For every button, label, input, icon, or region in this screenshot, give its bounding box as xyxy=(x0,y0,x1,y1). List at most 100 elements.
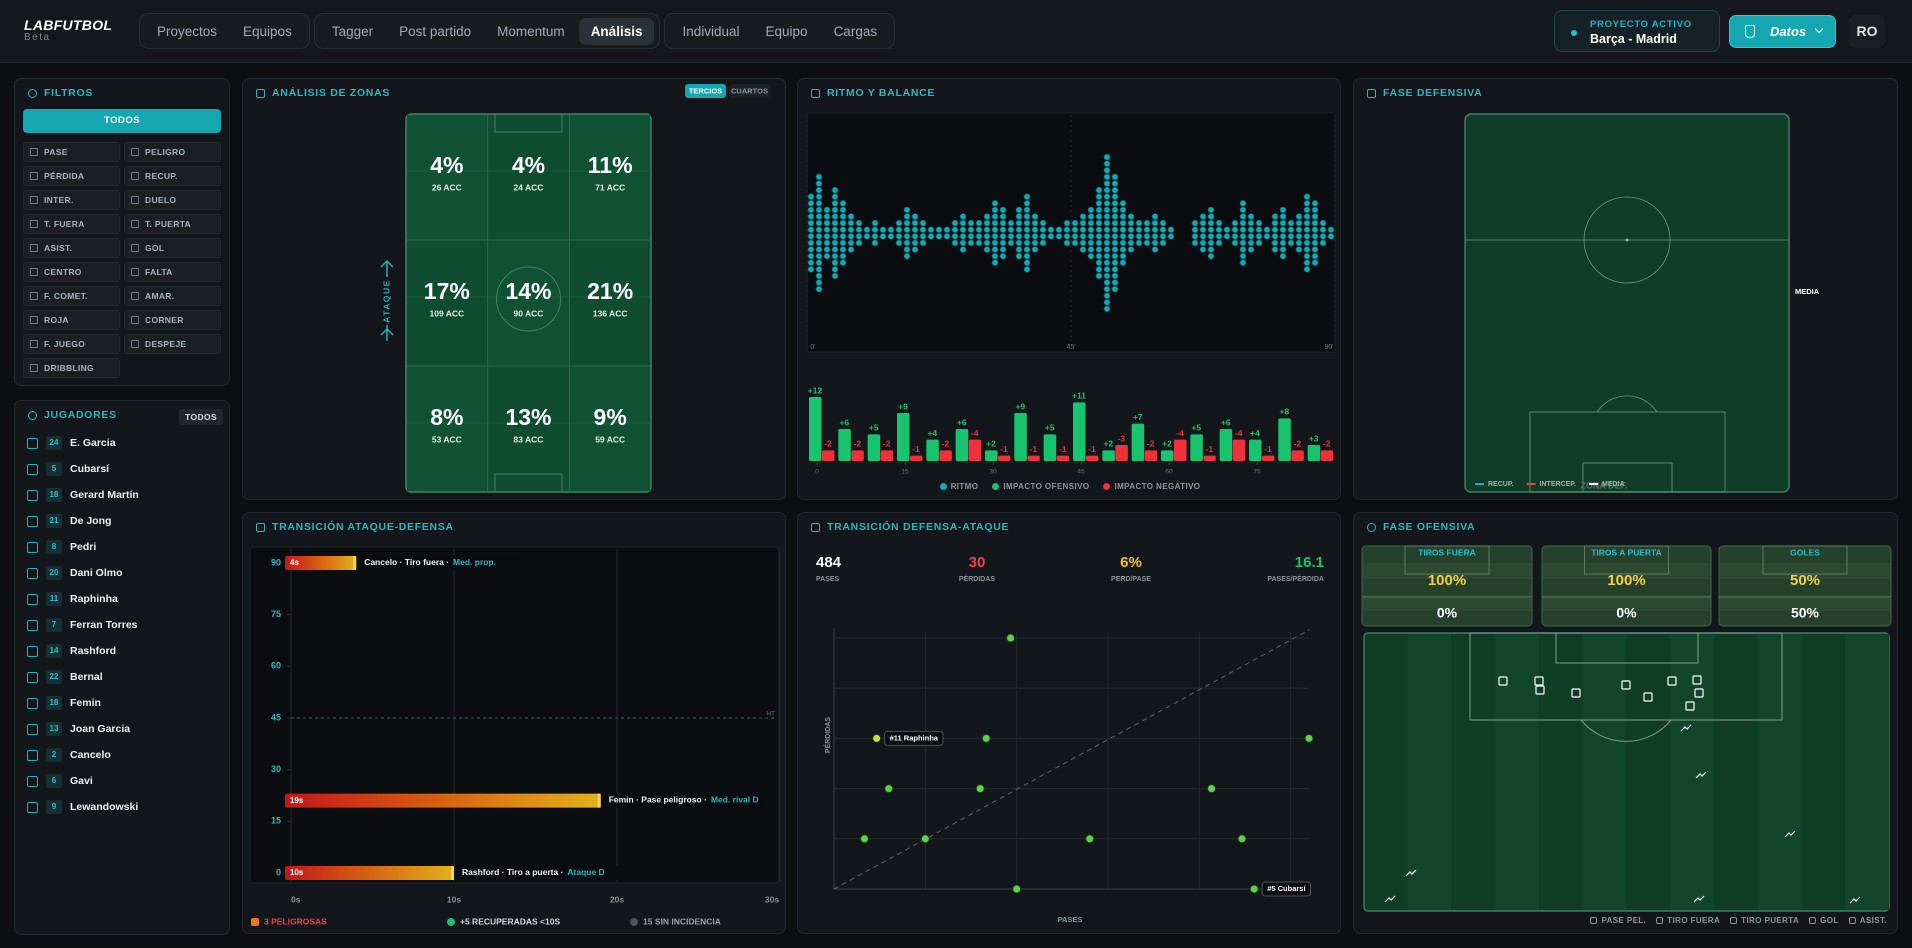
filter-chip[interactable]: DRIBBLING xyxy=(23,358,120,378)
filter-chip[interactable]: FALTA xyxy=(124,262,221,282)
checkbox[interactable] xyxy=(27,801,38,813)
nav-item[interactable]: Cargas xyxy=(833,23,878,39)
scatter-point[interactable] xyxy=(1006,633,1016,643)
filter-chip[interactable]: AMAR. xyxy=(124,286,221,306)
filter-chip[interactable]: T. FUERA xyxy=(23,214,120,234)
filter-chip[interactable]: DESPEJE xyxy=(124,334,221,354)
filter-chip[interactable]: F. JUEGO xyxy=(23,334,120,354)
nav-item[interactable]: Individual xyxy=(682,23,740,39)
player-row[interactable]: 13 Joan Garcia xyxy=(27,720,130,738)
player-row[interactable]: 14 Rashford xyxy=(27,642,116,660)
rhythm-column xyxy=(1231,219,1239,247)
rhythm-dot xyxy=(1047,226,1055,234)
checkbox[interactable] xyxy=(27,515,38,527)
scatter-point[interactable] xyxy=(1304,733,1314,743)
legend-item: TIRO FUERA xyxy=(1656,916,1720,925)
checkbox[interactable] xyxy=(27,593,38,605)
nav-item[interactable]: Equipo xyxy=(765,23,808,39)
player-row[interactable]: 24 E. Garcia xyxy=(27,434,116,452)
player-row[interactable]: 21 De Jong xyxy=(27,512,111,530)
player-name: De Jong xyxy=(70,515,112,527)
half-label: HT xyxy=(766,711,775,718)
rhythm-dot xyxy=(1271,226,1279,234)
rhythm-dot xyxy=(1215,219,1223,227)
filter-chip[interactable]: CORNER xyxy=(124,310,221,330)
rhythm-dot xyxy=(1103,279,1111,286)
checkbox[interactable] xyxy=(27,671,38,683)
player-row[interactable]: 5 Cubarsí xyxy=(27,460,109,478)
checkbox[interactable] xyxy=(27,619,38,631)
legend-swatch xyxy=(1103,483,1111,490)
player-row[interactable]: 6 Gavi xyxy=(27,772,93,790)
checkbox[interactable] xyxy=(27,567,38,579)
filter-chip[interactable]: ROJA xyxy=(23,310,120,330)
nav-item[interactable]: Proyectos xyxy=(157,23,218,39)
nav-item[interactable]: Momentum xyxy=(497,23,565,39)
filter-chip[interactable]: CENTRO xyxy=(23,262,120,282)
nav-item[interactable]: Tagger xyxy=(331,23,374,39)
tab[interactable] xyxy=(729,84,770,98)
player-row[interactable]: 8 Pedri xyxy=(27,538,96,556)
checkbox[interactable] xyxy=(27,541,38,553)
scatter-point[interactable] xyxy=(1012,884,1022,894)
filter-chip[interactable]: GOL xyxy=(124,238,221,258)
rhythm-column xyxy=(1055,226,1063,240)
filter-chip[interactable]: DUELO xyxy=(124,190,221,210)
tab[interactable] xyxy=(685,84,726,98)
checkbox[interactable] xyxy=(27,463,38,475)
scatter-point[interactable] xyxy=(1237,834,1247,844)
player-row[interactable]: 7 Ferran Torres xyxy=(27,616,138,634)
checkbox[interactable] xyxy=(27,645,38,657)
checkbox[interactable] xyxy=(27,489,38,501)
scatter-point[interactable] xyxy=(920,834,930,844)
checkbox[interactable] xyxy=(27,437,38,449)
data-button[interactable]: Datos xyxy=(1729,15,1836,48)
avatar[interactable]: RO xyxy=(1849,15,1885,48)
filter-chip[interactable]: F. COMET. xyxy=(23,286,120,306)
chip-icon xyxy=(131,196,139,204)
scatter-point[interactable] xyxy=(872,733,882,743)
scatter-point[interactable] xyxy=(1085,834,1095,844)
nav-item[interactable]: Análisis xyxy=(578,17,655,45)
rhythm-dot xyxy=(887,226,895,234)
filter-chip[interactable]: PÉRDIDA xyxy=(23,166,120,186)
scatter-point[interactable] xyxy=(884,784,894,794)
panel-title: RITMO Y BALANCE xyxy=(827,87,936,99)
checkbox[interactable] xyxy=(27,775,38,787)
player-row[interactable]: 18 Femin xyxy=(27,694,101,712)
filter-chip[interactable]: T. PUERTA xyxy=(124,214,221,234)
player-name: Bernal xyxy=(70,671,103,683)
scatter-point[interactable] xyxy=(1207,784,1217,794)
player-row[interactable]: 9 Lewandowski xyxy=(27,798,138,816)
scatter-point[interactable] xyxy=(981,733,991,743)
player-row[interactable]: 22 Bernal xyxy=(27,668,103,686)
checkbox[interactable] xyxy=(27,749,38,761)
rhythm-dot xyxy=(1303,199,1311,207)
checkbox[interactable] xyxy=(27,697,38,709)
filter-chip[interactable]: PASE xyxy=(23,142,120,162)
nav-item[interactable]: Post partido xyxy=(399,23,472,39)
card-bottom-value: 0% xyxy=(1437,605,1458,621)
rhythm-dot xyxy=(1263,226,1271,234)
player-row[interactable]: 2 Cancelo xyxy=(27,746,111,764)
player-row[interactable]: 18 Gerard Martín xyxy=(27,486,139,504)
zone-actions: 83 ACC xyxy=(514,434,544,444)
player-row[interactable]: 11 Raphinha xyxy=(27,590,118,608)
checkbox[interactable] xyxy=(27,723,38,735)
project-box[interactable]: PROYECTO ACTIVO Barça - Madrid xyxy=(1554,10,1720,52)
chip-label: PÉRDIDA xyxy=(44,171,85,181)
nav-item[interactable]: Equipos xyxy=(243,23,292,39)
all-filters-button[interactable]: TODOS xyxy=(23,109,221,133)
all-players-button[interactable]: TODOS xyxy=(179,409,224,425)
scatter-point[interactable] xyxy=(1249,884,1259,894)
logo[interactable]: LABFUTBOL xyxy=(24,17,113,33)
scatter-point[interactable] xyxy=(859,834,869,844)
negative-bar xyxy=(1262,455,1275,461)
filter-chip[interactable]: PELIGRO xyxy=(124,142,221,162)
trend-icon xyxy=(1384,895,1396,903)
scatter-point[interactable] xyxy=(975,784,985,794)
filter-chip[interactable]: ASIST. xyxy=(23,238,120,258)
filter-chip[interactable]: INTER. xyxy=(23,190,120,210)
filter-chip[interactable]: RECUP. xyxy=(124,166,221,186)
player-row[interactable]: 20 Dani Olmo xyxy=(27,564,123,582)
